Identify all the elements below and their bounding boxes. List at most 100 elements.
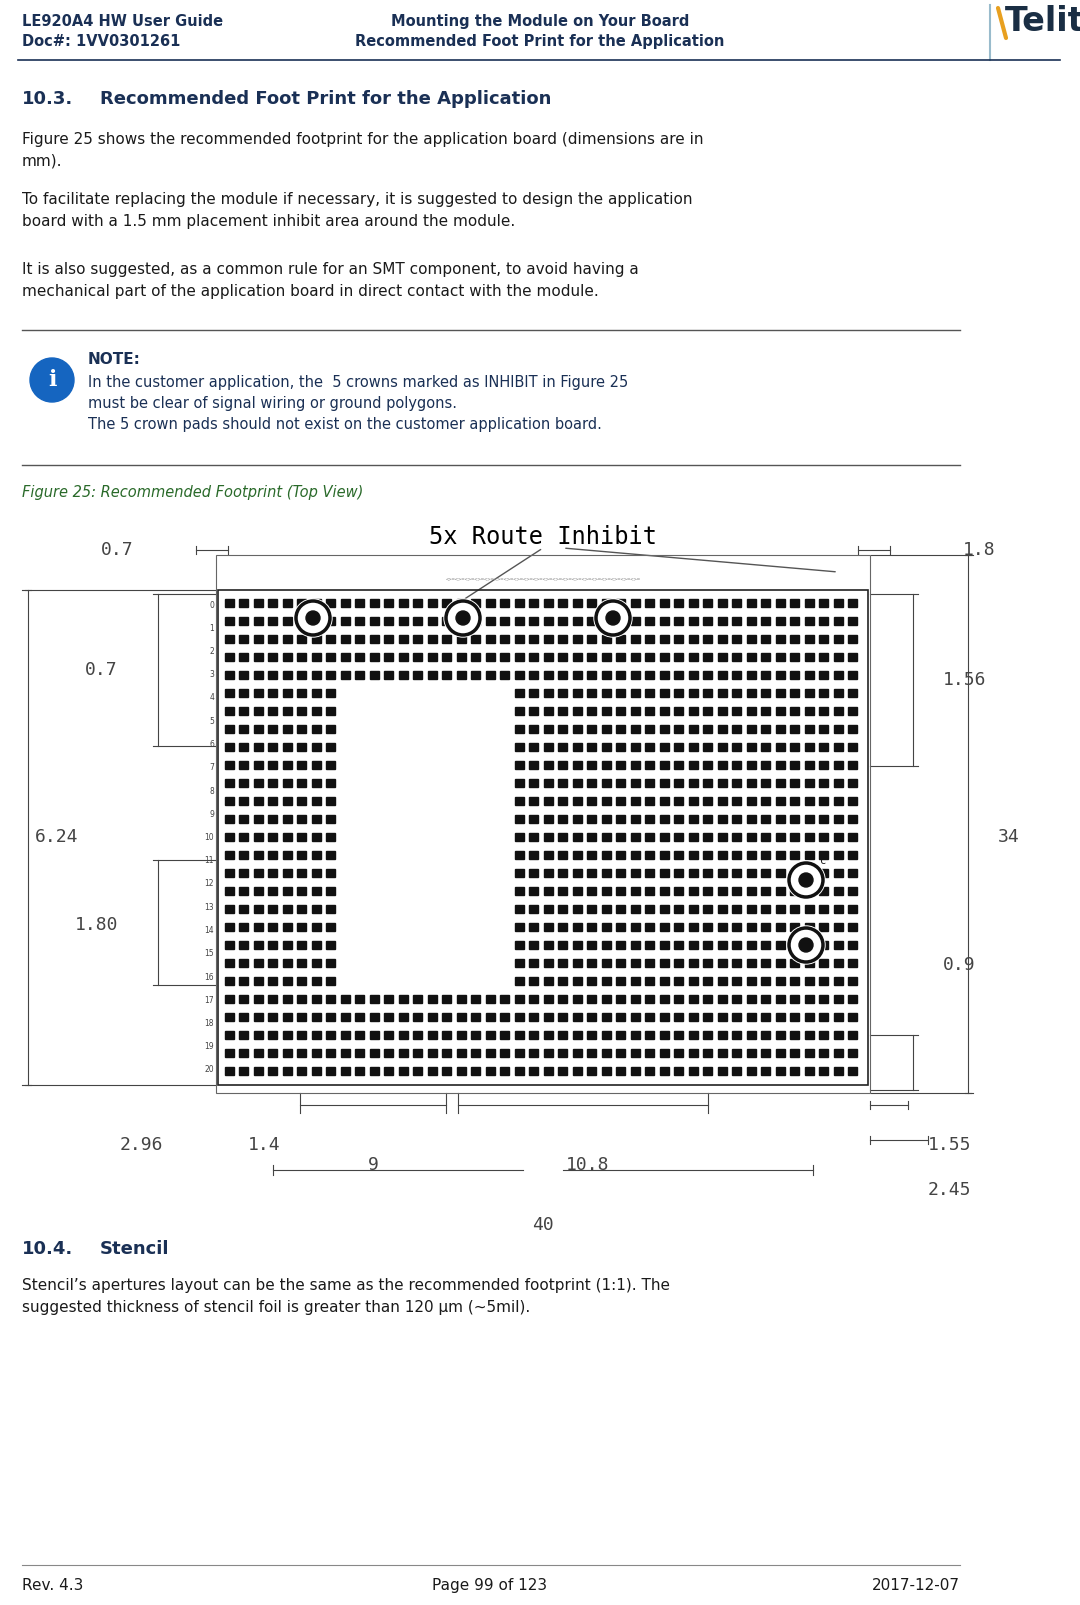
Bar [225,689,233,697]
Bar [312,599,321,607]
Bar [543,743,553,751]
Bar [268,923,278,931]
Bar [791,706,799,714]
Bar [834,636,842,644]
Bar [529,636,538,644]
Bar [283,977,292,985]
Bar [326,706,335,714]
Bar [457,616,465,624]
Bar [326,743,335,751]
Bar [660,941,669,949]
Bar [718,977,727,985]
Bar [746,868,756,876]
Bar [355,1067,364,1075]
Bar [588,1030,596,1038]
Bar [529,851,538,859]
Bar [602,1067,611,1075]
Bar [414,1030,422,1038]
Bar [732,905,741,913]
Bar [254,923,262,931]
Text: 10.8: 10.8 [566,1156,610,1173]
Bar [355,1030,364,1038]
Bar [761,599,770,607]
Bar [254,798,262,806]
Bar [761,868,770,876]
Text: 1.4: 1.4 [248,1136,281,1154]
Bar [732,798,741,806]
Bar [631,941,639,949]
Circle shape [787,926,825,965]
Bar [384,636,393,644]
Bar [384,1030,393,1038]
Bar [775,706,785,714]
Bar [718,671,727,679]
Bar [746,616,756,624]
Bar [572,743,582,751]
Bar [820,960,828,966]
Bar [268,995,278,1003]
Bar [543,1013,553,1021]
Bar [775,671,785,679]
Bar [384,1050,393,1058]
Bar [240,815,248,823]
Text: 0.7: 0.7 [100,541,133,559]
Bar [457,671,465,679]
Bar [718,725,727,733]
Bar [543,1067,553,1075]
Bar [471,995,481,1003]
Bar [588,599,596,607]
Bar [297,888,307,896]
Bar [558,689,567,697]
Bar [326,888,335,896]
Bar [674,941,684,949]
Bar [254,636,262,644]
Bar [732,689,741,697]
Bar [384,653,393,661]
Bar [674,868,684,876]
Bar [326,977,335,985]
Bar [297,671,307,679]
Bar [326,599,335,607]
Bar [428,1030,436,1038]
Bar [617,941,625,949]
Bar [312,905,321,913]
Bar [428,671,436,679]
Bar [791,761,799,769]
Bar [312,671,321,679]
Bar [515,653,524,661]
Bar [355,636,364,644]
Bar [399,653,408,661]
Bar [820,851,828,859]
Bar [674,689,684,697]
Text: 19: 19 [204,1042,214,1051]
Bar [515,616,524,624]
Bar [369,1067,379,1075]
Bar [761,1030,770,1038]
Bar [529,689,538,697]
Circle shape [444,599,482,637]
Bar [399,636,408,644]
Bar [660,995,669,1003]
Bar [645,1050,654,1058]
Bar [515,689,524,697]
Bar [761,616,770,624]
Bar [515,995,524,1003]
Bar [674,1067,684,1075]
Bar [254,671,262,679]
Bar [442,1067,451,1075]
Bar [674,706,684,714]
Bar [718,599,727,607]
Bar [820,653,828,661]
Bar [297,977,307,985]
Bar [805,941,813,949]
Bar [645,1030,654,1038]
Bar [225,743,233,751]
Bar [848,923,858,931]
Bar [558,868,567,876]
Bar [834,798,842,806]
Bar [834,1013,842,1021]
Bar [848,761,858,769]
Bar [805,689,813,697]
Bar [529,1030,538,1038]
Bar [791,636,799,644]
